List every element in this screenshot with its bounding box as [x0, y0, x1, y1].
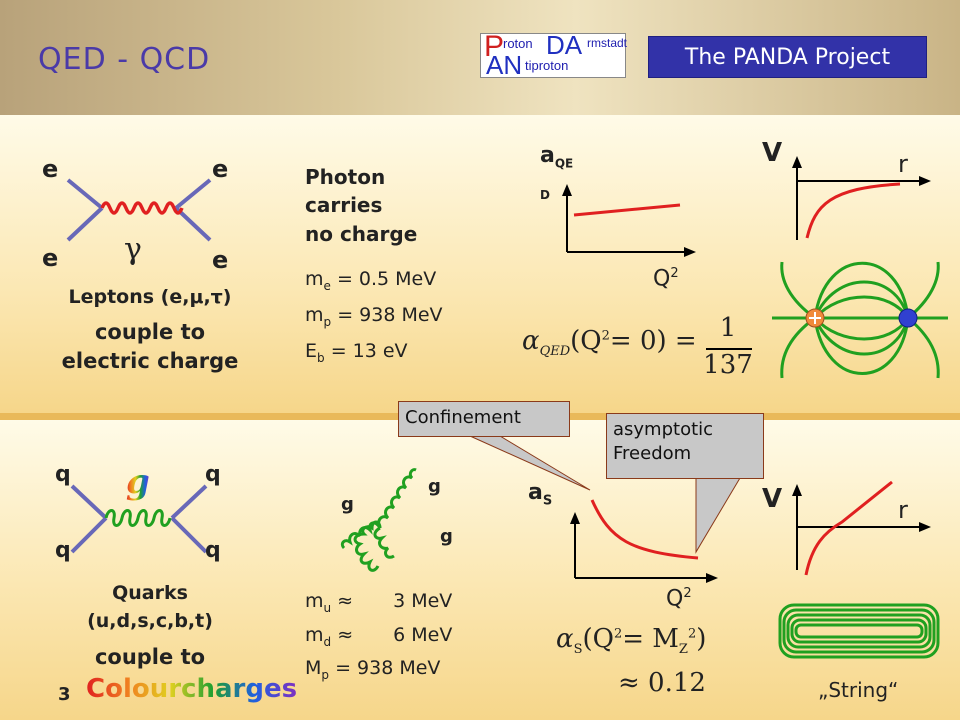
- qed-potential-r: r: [898, 150, 908, 178]
- photon-note-line2: carries: [305, 193, 383, 217]
- qed-potential-v: V: [762, 138, 783, 168]
- qcd-q-bottom-right: q: [205, 538, 221, 563]
- fermion-line-bl: [66, 206, 104, 242]
- qed-formula-numerator: 1: [719, 313, 737, 343]
- running-coupling-curve: [590, 499, 699, 560]
- qed-feynman-diagram: [66, 178, 212, 242]
- gluon-label-1: g: [428, 476, 441, 497]
- qcd-colour-count: 3: [58, 684, 71, 705]
- gluon-label-2: g: [341, 494, 354, 515]
- confinement-callout: Confinement: [398, 401, 570, 437]
- photon-note-line3: no charge: [305, 222, 418, 246]
- qcd-q-bottom-left: q: [55, 538, 71, 563]
- fermion-line-tr: [174, 178, 212, 210]
- logo-tiproton: tiproton: [525, 58, 569, 73]
- qed-plot-ylabel: aQE: [540, 143, 574, 171]
- qcd-plot-xlabel: Q2: [666, 586, 692, 612]
- three-gluon-vertex: [340, 468, 417, 572]
- asymptotic-callout: asymptotic Freedom: [606, 413, 764, 479]
- logo-roton: roton: [503, 36, 533, 51]
- qcd-potential-r: r: [898, 496, 908, 524]
- project-badge: The PANDA Project: [648, 36, 927, 78]
- gluon-spring: [104, 509, 172, 527]
- coulomb-curve: [805, 182, 901, 239]
- qcd-approx-value: ≈ 0.12: [618, 668, 706, 698]
- gluon-label-3: g: [440, 526, 453, 547]
- qed-plot-ylabel-wrap: D: [540, 188, 550, 202]
- dipole-field: [772, 261, 948, 379]
- qcd-formula: αS(Q2= MZ2): [556, 624, 707, 658]
- qcd-q-top-right: q: [205, 462, 221, 487]
- qcd-mass-up: mu ≈3 MeV: [305, 590, 453, 615]
- logo-rmstadt: rmstadt: [587, 36, 628, 50]
- qed-mass-electron: me = 0.5 MeV: [305, 268, 437, 293]
- qed-potential-plot: [792, 156, 931, 240]
- asymptotic-line2: Freedom: [613, 443, 692, 464]
- asymptotic-callout-tail: [695, 477, 741, 554]
- qed-e-top-right: e: [212, 155, 229, 183]
- logo-an: AN: [486, 50, 523, 80]
- negative-charge: [898, 308, 918, 328]
- qed-mass-proton: mp = 938 MeV: [305, 304, 443, 329]
- qed-formula: αQED(Q2= 0) =: [522, 326, 697, 360]
- qcd-desc-line3: couple to: [94, 645, 206, 669]
- qcd-coupling-plot: [570, 499, 718, 583]
- fermion-line-tl: [66, 178, 104, 210]
- slide-title: QED - QCD: [38, 42, 211, 77]
- qed-desc-line2: couple to: [94, 320, 206, 344]
- qcd-potential-plot: [792, 480, 931, 576]
- logo-p: P: [484, 30, 505, 63]
- qcd-mass-proton: Mp = 938 MeV: [305, 657, 441, 682]
- qcd-panel: [0, 420, 960, 720]
- photon-symbol: γ: [124, 232, 142, 267]
- qed-coupling-plot: [562, 184, 696, 257]
- qed-desc-line1: Leptons (e,μ,τ): [68, 286, 232, 308]
- qcd-desc-line1: Quarks: [112, 582, 188, 604]
- qcd-feynman-diagram: [70, 484, 208, 554]
- qed-e-bottom-right: e: [212, 246, 229, 274]
- string-label: „String“: [818, 678, 899, 702]
- qed-coupling-curve: [573, 203, 681, 217]
- flux-tube: [778, 603, 940, 659]
- qed-formula-fraction-bar: [706, 348, 752, 350]
- qcd-desc-line2: (u,d,s,c,b,t): [87, 610, 213, 632]
- qed-e-top-left: e: [42, 155, 59, 183]
- photon-wave: [100, 201, 184, 215]
- photon-note-line1: Photon: [305, 165, 386, 189]
- linear-potential-curve: [804, 480, 893, 576]
- qcd-q-top-left: q: [55, 462, 71, 487]
- logo-da: DA: [546, 30, 583, 60]
- qcd-potential-v: V: [762, 484, 783, 514]
- qcd-mass-down: md ≈6 MeV: [305, 624, 453, 649]
- qcd-colourcharges: Colourcharges: [86, 674, 298, 704]
- panda-logo: P roton DA rmstadt AN tiproton: [480, 30, 628, 80]
- qed-e-bottom-left: e: [42, 244, 59, 272]
- gluon-symbol: g: [126, 462, 150, 502]
- qed-binding-energy: Eb = 13 eV: [305, 340, 408, 365]
- fermion-line-br: [174, 206, 212, 242]
- asymptotic-line1: asymptotic: [613, 419, 714, 440]
- qed-plot-xlabel: Q2: [653, 266, 679, 292]
- qcd-plot-ylabel: aS: [528, 480, 553, 509]
- qed-desc-line3: electric charge: [61, 349, 239, 373]
- qed-formula-denominator: 137: [703, 350, 753, 380]
